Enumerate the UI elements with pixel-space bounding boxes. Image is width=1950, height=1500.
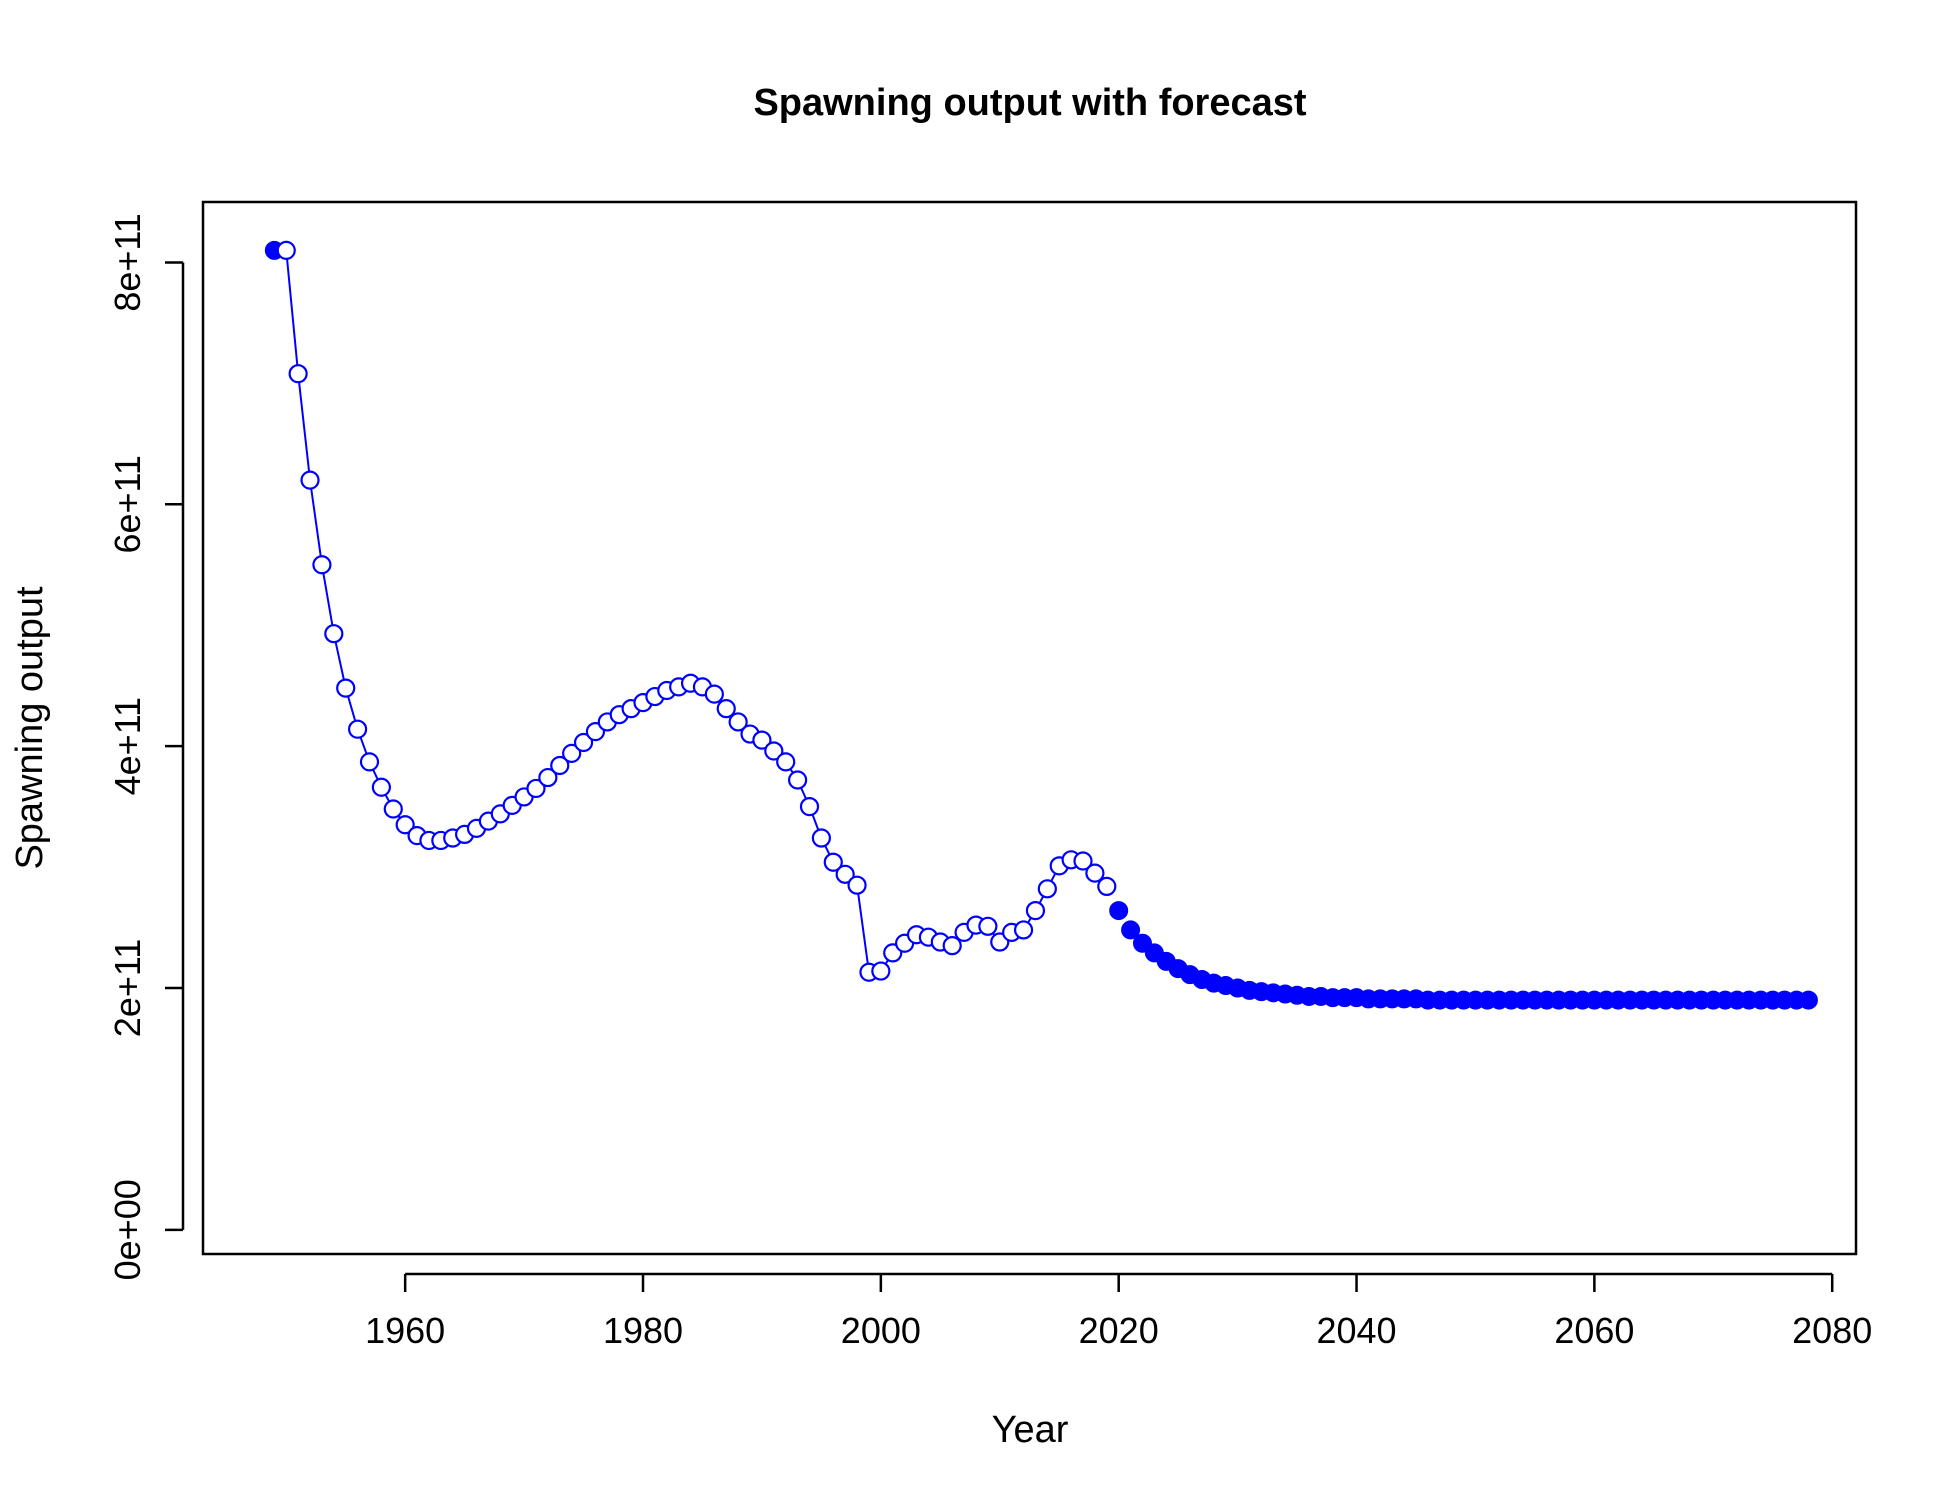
data-point-filled <box>1798 990 1818 1010</box>
data-point-open <box>1073 851 1093 871</box>
data-series <box>264 240 1818 1010</box>
data-point-open <box>1097 876 1117 897</box>
data-point-open <box>550 755 570 776</box>
x-tick-label: 2060 <box>1554 1310 1634 1351</box>
data-point-open <box>383 799 403 819</box>
data-point-open <box>871 961 891 981</box>
y-axis-label: Spawning output <box>9 586 51 870</box>
data-point-open <box>847 875 867 895</box>
y-tick-label: 8e+11 <box>107 213 148 311</box>
x-tick-label: 2000 <box>841 1310 921 1351</box>
data-point-filled <box>1109 901 1129 921</box>
y-tick-label: 0e+00 <box>107 1179 148 1280</box>
data-point-open <box>573 732 594 753</box>
data-point-open <box>823 852 843 872</box>
data-point-open <box>752 730 772 750</box>
data-point-open <box>538 767 558 788</box>
x-tick-label: 1960 <box>365 1310 445 1351</box>
data-point-open <box>1037 879 1057 899</box>
data-point-open <box>716 699 736 719</box>
data-point-open <box>1025 900 1046 921</box>
data-point-open <box>562 743 582 763</box>
data-point-open <box>728 712 748 732</box>
data-point-open <box>395 815 415 835</box>
y-axis: 0e+00 2e+11 4e+11 6e+11 8e+11 <box>107 213 185 1280</box>
data-point-open <box>978 916 998 936</box>
y-tick-label: 2e+11 <box>107 939 148 1037</box>
data-point-open <box>811 828 831 848</box>
data-point-open <box>764 741 784 761</box>
x-tick-label: 2080 <box>1792 1310 1872 1351</box>
data-point-open <box>371 777 391 797</box>
data-point-open <box>324 624 344 644</box>
data-point-open <box>526 778 546 799</box>
data-point-open <box>788 770 808 790</box>
data-point-open <box>1013 920 1034 940</box>
x-axis-label: Year <box>992 1409 1069 1451</box>
data-point-open <box>288 364 308 384</box>
chart-title: Spawning output with forecast <box>753 82 1306 124</box>
data-point-open <box>359 752 380 772</box>
data-point-open <box>300 470 320 490</box>
data-point-open <box>336 678 356 698</box>
data-point-open <box>1085 863 1105 883</box>
data-point-open <box>799 796 820 817</box>
data-point-open <box>835 864 855 884</box>
data-point-open <box>312 555 332 575</box>
x-tick-label: 1980 <box>603 1310 683 1351</box>
data-point-open <box>704 684 724 704</box>
series-line <box>285 250 1108 974</box>
plot-frame <box>201 200 1858 1256</box>
x-tick-label: 2040 <box>1316 1310 1396 1351</box>
y-tick-label: 6e+11 <box>107 455 148 553</box>
data-point-open <box>776 752 796 772</box>
data-point-filled <box>1121 920 1141 940</box>
x-axis: 1960 1980 2000 2020 2040 2060 2080 <box>365 1272 1872 1351</box>
x-tick-label: 2020 <box>1079 1310 1159 1351</box>
y-tick-label: 4e+11 <box>107 697 148 795</box>
data-point-open <box>276 240 296 260</box>
data-point-open <box>347 719 368 739</box>
data-point-open <box>942 936 962 956</box>
